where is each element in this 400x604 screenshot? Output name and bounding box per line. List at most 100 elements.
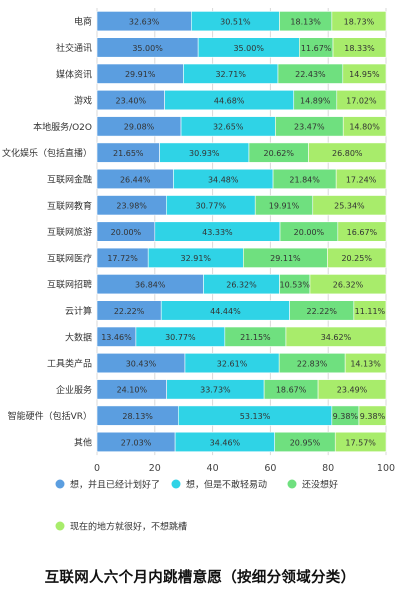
data-label: 30.51% xyxy=(220,17,251,26)
category-label: 互联网招聘 xyxy=(47,279,92,291)
legend-marker xyxy=(55,479,65,489)
data-label: 34.62% xyxy=(321,333,352,342)
category-label: 文化娱乐（包括直播） xyxy=(2,147,92,159)
data-label: 10.53% xyxy=(279,280,310,289)
data-label: 36.84% xyxy=(135,280,166,289)
bar-segment xyxy=(342,116,387,137)
data-label: 21.84% xyxy=(289,175,320,184)
category-label: 本地服务/O2O xyxy=(33,121,92,133)
chart-title: 互联网人六个月内跳槽意愿（按细分领域分类） xyxy=(44,570,356,586)
category-label: 互联网医疗 xyxy=(47,252,92,264)
bar-segment xyxy=(308,142,387,163)
data-label: 16.67% xyxy=(347,228,378,237)
category-label: 智能硬件（包括VR） xyxy=(8,410,92,422)
category-label: 互联网金融 xyxy=(47,173,92,185)
bar-segment xyxy=(309,274,387,295)
data-label: 21.15% xyxy=(240,333,271,342)
data-label: 32.71% xyxy=(215,70,246,79)
bar-segment xyxy=(327,247,387,268)
category-label: 媒体资讯 xyxy=(56,68,92,80)
bar-segment xyxy=(358,405,387,426)
data-label: 17.24% xyxy=(346,175,377,184)
data-label: 43.33% xyxy=(202,228,233,237)
category-label: 其他 xyxy=(74,436,92,448)
bar-segment xyxy=(312,195,387,216)
category-label: 游戏 xyxy=(74,95,92,107)
data-label: 23.49% xyxy=(337,386,368,395)
data-label: 53.13% xyxy=(240,412,271,421)
data-label: 35.00% xyxy=(233,44,264,53)
data-label: 20.00% xyxy=(294,228,325,237)
data-label: 22.22% xyxy=(306,307,337,316)
x-tick-label: 0 xyxy=(94,463,100,474)
category-label: 互联网旅游 xyxy=(47,226,92,238)
data-label: 29.91% xyxy=(125,70,156,79)
data-label: 17.57% xyxy=(345,438,376,447)
category-label: 互联网教育 xyxy=(47,200,92,212)
category-label: 企业服务 xyxy=(56,384,92,396)
data-label: 11.11% xyxy=(355,307,386,316)
legend-marker xyxy=(171,479,181,489)
data-label: 14.89% xyxy=(300,96,331,105)
bar-segment xyxy=(344,352,387,374)
data-label: 25.34% xyxy=(334,202,365,211)
data-label: 14.80% xyxy=(349,123,380,132)
data-label: 24.10% xyxy=(117,386,148,395)
data-label: 32.91% xyxy=(181,254,212,263)
data-label: 9.38% xyxy=(333,412,359,421)
x-tick-label: 20 xyxy=(149,463,161,474)
data-label: 17.02% xyxy=(346,96,377,105)
bar-segment xyxy=(317,379,387,400)
stacked-bar-chart: 0 20 40 60 80 100 电商 32.63% 30.51% 18.13% 18.73% 社交… xyxy=(2,8,395,533)
legend-marker xyxy=(55,521,65,531)
data-label: 32.61% xyxy=(217,359,248,368)
data-label: 30.77% xyxy=(165,333,196,342)
data-label: 9.38% xyxy=(360,412,386,421)
legend-label: 还没想好 xyxy=(302,479,338,491)
data-label: 20.95% xyxy=(290,438,321,447)
data-label: 23.40% xyxy=(116,96,147,105)
data-label: 33.73% xyxy=(200,386,231,395)
data-label: 22.43% xyxy=(295,70,326,79)
data-label: 23.98% xyxy=(116,202,147,211)
x-tick-label: 100 xyxy=(377,463,395,474)
data-label: 17.72% xyxy=(107,254,138,263)
chart-container: 0 20 40 60 80 100 电商 32.63% 30.51% 18.13% 18.73% 社交… xyxy=(2,8,395,533)
data-label: 18.73% xyxy=(344,17,375,26)
data-label: 20.62% xyxy=(263,149,294,158)
data-label: 28.13% xyxy=(122,412,153,421)
data-label: 44.44% xyxy=(210,307,241,316)
data-label: 22.83% xyxy=(297,359,328,368)
bar-segment xyxy=(331,11,387,32)
data-label: 30.43% xyxy=(126,359,157,368)
data-label: 29.11% xyxy=(270,254,301,263)
data-label: 14.13% xyxy=(350,359,381,368)
data-label: 26.80% xyxy=(332,149,363,158)
legend-label: 现在的地方就很好，不想跳槽 xyxy=(70,521,187,533)
data-label: 30.77% xyxy=(196,202,227,211)
x-tick-label: 60 xyxy=(264,463,276,474)
data-label: 11.67% xyxy=(301,44,332,53)
bar-segment xyxy=(332,37,387,58)
data-label: 26.32% xyxy=(226,280,257,289)
data-label: 19.91% xyxy=(269,202,300,211)
data-label: 26.32% xyxy=(333,280,364,289)
data-label: 22.22% xyxy=(114,307,145,316)
legend-label: 想，并且已经计划好了 xyxy=(70,479,160,491)
x-tick-label: 40 xyxy=(207,463,219,474)
x-tick-label: 80 xyxy=(322,463,334,474)
category-label: 电商 xyxy=(74,16,92,28)
bar-segment xyxy=(334,431,387,453)
data-label: 44.68% xyxy=(214,96,245,105)
category-label: 云计算 xyxy=(65,305,92,317)
bar-segment xyxy=(353,300,387,321)
data-label: 34.48% xyxy=(208,175,239,184)
data-label: 13.46% xyxy=(101,333,132,342)
data-label: 32.63% xyxy=(129,17,160,26)
data-label: 20.00% xyxy=(111,228,142,237)
category-label: 社交通讯 xyxy=(56,42,92,54)
data-label: 29.08% xyxy=(124,123,155,132)
legend-marker xyxy=(287,479,297,489)
bar-segment xyxy=(342,63,387,84)
data-label: 26.44% xyxy=(120,175,151,184)
